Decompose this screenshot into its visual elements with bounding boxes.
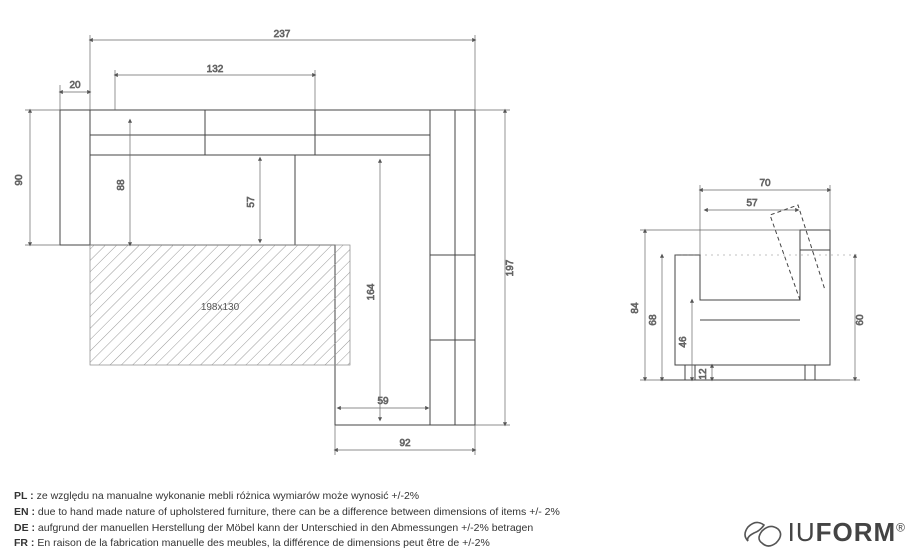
svg-text:197: 197: [505, 259, 516, 276]
svg-text:70: 70: [759, 178, 771, 189]
svg-text:12: 12: [698, 368, 709, 380]
svg-text:68: 68: [648, 314, 659, 326]
top-view: 198x130 237 132 20 90 88: [14, 29, 516, 455]
svg-text:60: 60: [855, 314, 866, 326]
svg-text:90: 90: [14, 174, 25, 186]
svg-text:132: 132: [207, 64, 224, 75]
side-view: 70 57 84 68 46 12 60: [630, 178, 866, 380]
brand-logo: IUFORM®: [740, 513, 906, 552]
svg-text:164: 164: [366, 283, 377, 300]
en-text: due to hand made nature of upholstered f…: [38, 506, 560, 518]
svg-text:57: 57: [246, 196, 257, 208]
sleep-area-label: 198x130: [201, 302, 240, 313]
svg-text:20: 20: [69, 80, 81, 91]
svg-text:84: 84: [630, 302, 641, 314]
de-text: aufgrund der manuellen Herstellung der M…: [38, 522, 533, 534]
disclaimer-block: PL : ze względu na manualne wykonanie me…: [14, 489, 560, 552]
svg-text:88: 88: [116, 179, 127, 191]
de-label: DE :: [14, 522, 35, 534]
svg-text:92: 92: [399, 438, 411, 449]
svg-text:237: 237: [274, 29, 291, 40]
logo-text: IUFORM®: [788, 513, 906, 552]
pl-label: PL :: [14, 490, 34, 502]
fr-text: En raison de la fabrication manuelle des…: [37, 537, 489, 549]
svg-text:46: 46: [678, 336, 689, 348]
en-label: EN :: [14, 506, 35, 518]
pl-text: ze względu na manualne wykonanie mebli r…: [37, 490, 420, 502]
fr-label: FR :: [14, 537, 34, 549]
footer: PL : ze względu na manualne wykonanie me…: [14, 489, 906, 552]
technical-drawing: 198x130 237 132 20 90 88: [0, 0, 920, 480]
svg-text:57: 57: [746, 198, 758, 209]
svg-text:59: 59: [377, 396, 389, 407]
logo-icon: [740, 515, 784, 551]
